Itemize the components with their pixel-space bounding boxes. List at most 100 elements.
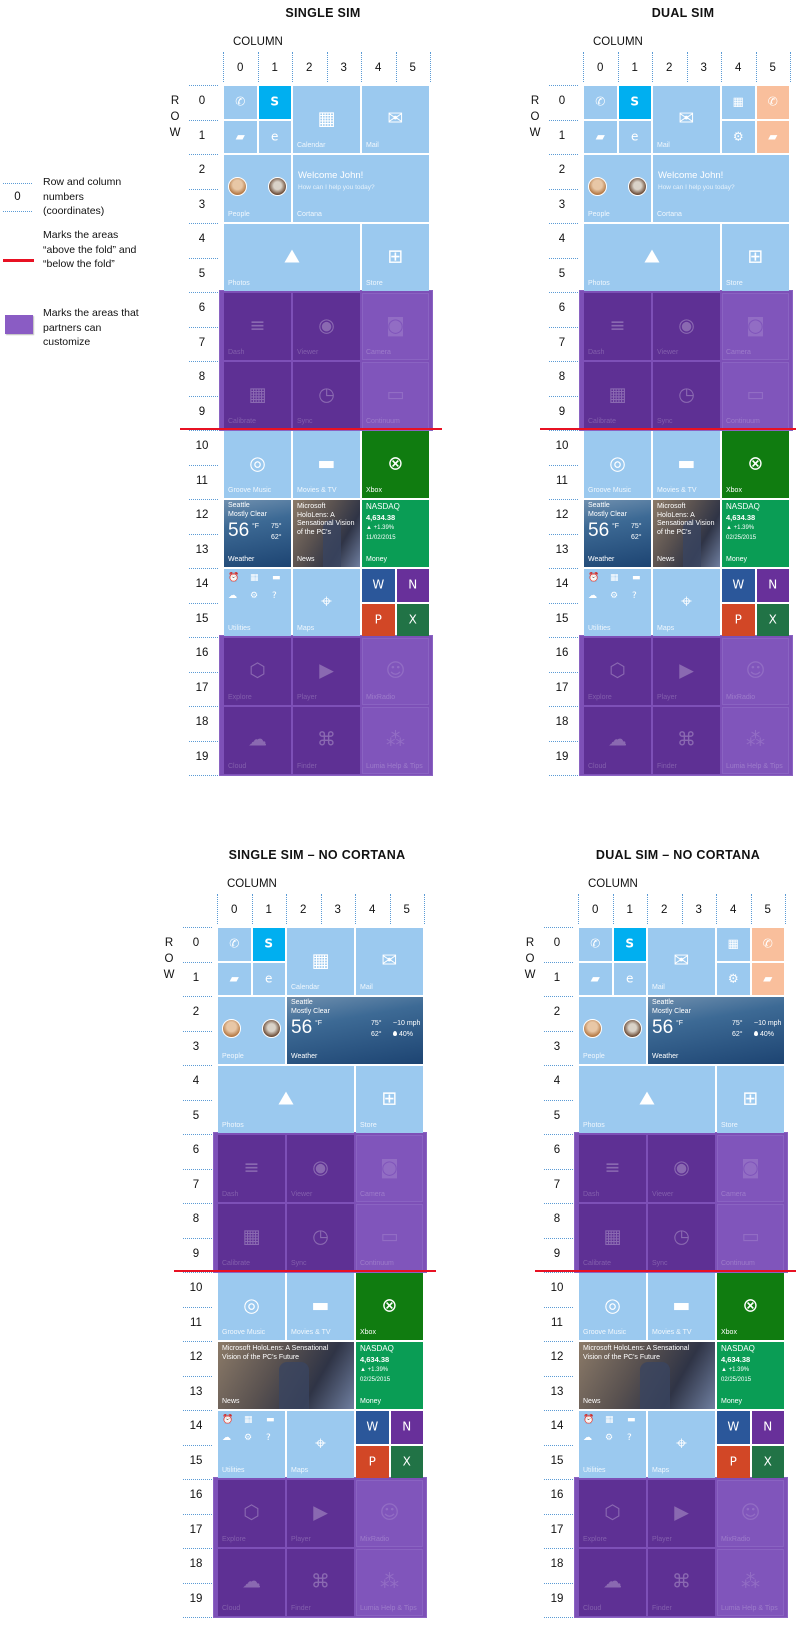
movies-tv-tile[interactable]: ▬ Movies & TV [293,431,360,498]
camera-tile[interactable]: ◙ Camera [722,293,789,360]
powerpoint-tile[interactable]: P [722,603,755,636]
edge-tile[interactable]: e [258,120,291,153]
viewer-tile[interactable]: ◉ Viewer [293,293,360,360]
cloud-tile[interactable]: ☁ Cloud [224,707,291,774]
camera-tile[interactable]: ◙ Camera [717,1135,784,1202]
mixradio-tile[interactable]: ☺ MixRadio [356,1480,423,1547]
cloud-tile[interactable]: ☁ Cloud [584,707,651,774]
mail-tile[interactable]: ✉ Mail [653,86,720,153]
explore-tile[interactable]: ⬡ Explore [218,1480,285,1547]
people-tile[interactable]: People [218,997,285,1064]
explore-tile[interactable]: ⬡ Explore [224,638,291,705]
store-tile[interactable]: ⊞ Store [717,1066,784,1133]
mixradio-tile[interactable]: ☺ MixRadio [362,638,429,705]
sync-tile[interactable]: ◷ Sync [293,362,360,429]
excel-tile[interactable]: X [390,1445,423,1478]
utilities-tile[interactable]: ⏰ ▦ ▬ ☁ ⚙? Utilities [224,569,291,636]
excel-tile[interactable]: X [756,603,789,636]
cloud-tile[interactable]: ☁ Cloud [218,1549,285,1616]
groove-music-tile[interactable]: ◎ Groove Music [218,1273,285,1340]
mixradio-tile[interactable]: ☺ MixRadio [717,1480,784,1547]
utilities-tile[interactable]: ⏰ ▦ ▬ ☁ ⚙? Utilities [584,569,651,636]
continuum-tile[interactable]: ▭ Continuum [722,362,789,429]
powerpoint-tile[interactable]: P [356,1445,389,1478]
excel-tile[interactable]: X [751,1445,784,1478]
phone-tile[interactable]: ✆ [584,86,617,119]
maps-tile[interactable]: ⌖ Maps [653,569,720,636]
viewer-tile[interactable]: ◉ Viewer [287,1135,354,1202]
xbox-tile[interactable]: ⊗ Xbox [362,431,429,498]
finder-tile[interactable]: ⌘ Finder [653,707,720,774]
news-tile[interactable]: Microsoft HoloLens: A Sensational Vision… [579,1342,715,1409]
calendar-tile[interactable]: ▦ Calendar [293,86,360,153]
xbox-tile[interactable]: ⊗ Xbox [356,1273,423,1340]
player-tile[interactable]: ▶ Player [653,638,720,705]
skype-tile[interactable]: S [618,86,651,119]
mail-tile[interactable]: ✉ Mail [648,928,715,995]
calendar-tile[interactable]: ▦ [722,86,755,119]
onenote-tile[interactable]: N [756,569,789,602]
weather-tile[interactable]: Seattle Mostly Clear 56 °F 75° 62° Weather [584,500,651,567]
continuum-tile[interactable]: ▭ Continuum [356,1204,423,1271]
word-tile[interactable]: W [362,569,395,602]
phone-tile[interactable]: ✆ [224,86,257,119]
onenote-tile[interactable]: N [751,1411,784,1444]
photos-tile[interactable]: ⛰ Photos [579,1066,715,1133]
lumia-help-tips-tile[interactable]: ⁂ Lumia Help & Tips [717,1549,784,1616]
people-tile[interactable]: People [579,997,646,1064]
news-tile[interactable]: Microsoft HoloLens: A Sensational Vision… [218,1342,354,1409]
viewer-tile[interactable]: ◉ Viewer [648,1135,715,1202]
lumia-help-tips-tile[interactable]: ⁂ Lumia Help & Tips [356,1549,423,1616]
continuum-tile[interactable]: ▭ Continuum [717,1204,784,1271]
phone-tile[interactable]: ✆ [218,928,251,961]
news-tile[interactable]: Microsoft HoloLens: A Sensational Vision… [653,500,720,567]
store-tile[interactable]: ⊞ Store [722,224,789,291]
maps-tile[interactable]: ⌖ Maps [293,569,360,636]
lumia-help-tips-tile[interactable]: ⁂ Lumia Help & Tips [362,707,429,774]
word-tile[interactable]: W [722,569,755,602]
onenote-tile[interactable]: N [390,1411,423,1444]
cloud-tile[interactable]: ☁ Cloud [579,1549,646,1616]
money-tile[interactable]: NASDAQ 4,634.38 ▲ +1.39% 02/25/2015 Money [356,1342,423,1409]
phone-tile[interactable]: ✆ [579,928,612,961]
phone-tile[interactable]: ✆ [756,86,789,119]
calibrate-tile[interactable]: ▦ Calibrate [218,1204,285,1271]
excel-tile[interactable]: X [396,603,429,636]
calendar-tile[interactable]: ▦ Calendar [287,928,354,995]
player-tile[interactable]: ▶ Player [287,1480,354,1547]
cortana-tile[interactable]: Welcome John! How can I help you today? Co… [653,155,789,222]
message-tile[interactable]: ▰ [224,120,257,153]
calibrate-tile[interactable]: ▦ Calibrate [584,362,651,429]
gear-tile[interactable]: ⚙ [722,120,755,153]
skype-tile[interactable]: S [613,928,646,961]
maps-tile[interactable]: ⌖ Maps [648,1411,715,1478]
mixradio-tile[interactable]: ☺ MixRadio [722,638,789,705]
skype-tile[interactable]: S [258,86,291,119]
finder-tile[interactable]: ⌘ Finder [293,707,360,774]
movies-tv-tile[interactable]: ▬ Movies & TV [653,431,720,498]
message-tile[interactable]: ▰ [218,962,251,995]
edge-tile[interactable]: e [618,120,651,153]
gear-tile[interactable]: ⚙ [717,962,750,995]
utilities-tile[interactable]: ⏰ ▦ ▬ ☁ ⚙? Utilities [218,1411,285,1478]
movies-tv-tile[interactable]: ▬ Movies & TV [287,1273,354,1340]
message-tile[interactable]: ▰ [579,962,612,995]
xbox-tile[interactable]: ⊗ Xbox [722,431,789,498]
store-tile[interactable]: ⊞ Store [362,224,429,291]
sync-tile[interactable]: ◷ Sync [287,1204,354,1271]
photos-tile[interactable]: ⛰ Photos [218,1066,354,1133]
photos-tile[interactable]: ⛰ Photos [584,224,720,291]
calibrate-tile[interactable]: ▦ Calibrate [579,1204,646,1271]
dash-tile[interactable]: ≡ Dash [224,293,291,360]
maps-tile[interactable]: ⌖ Maps [287,1411,354,1478]
weather-tile[interactable]: Seattle Mostly Clear 56 °F 75° 62° ~10 mph 40% W… [648,997,784,1064]
powerpoint-tile[interactable]: P [362,603,395,636]
explore-tile[interactable]: ⬡ Explore [584,638,651,705]
weather-tile[interactable]: Seattle Mostly Clear 56 °F 75° 62° ~10 mph 40% W… [287,997,423,1064]
viewer-tile[interactable]: ◉ Viewer [653,293,720,360]
powerpoint-tile[interactable]: P [717,1445,750,1478]
word-tile[interactable]: W [717,1411,750,1444]
mail-tile[interactable]: ✉ Mail [362,86,429,153]
utilities-tile[interactable]: ⏰ ▦ ▬ ☁ ⚙? Utilities [579,1411,646,1478]
dash-tile[interactable]: ≡ Dash [579,1135,646,1202]
